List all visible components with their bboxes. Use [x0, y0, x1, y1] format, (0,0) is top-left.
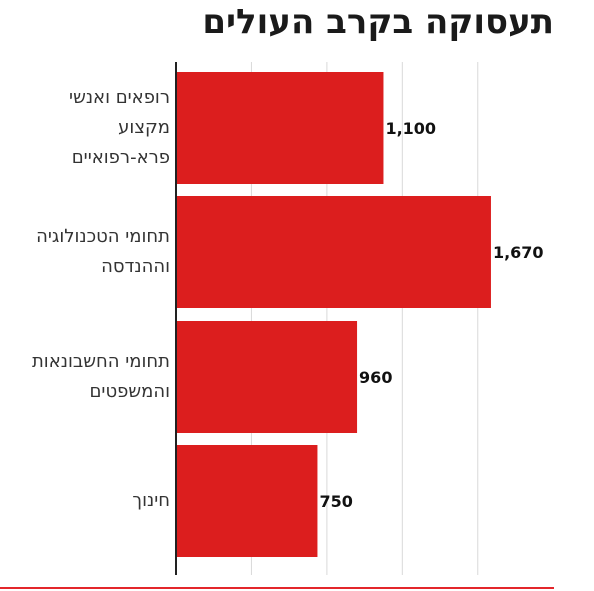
category-label: תחומי הטכנולוגיה וההנדסה [0, 222, 170, 282]
data-label: 1,670 [493, 243, 544, 262]
data-label: 960 [359, 368, 392, 387]
data-label: 750 [319, 492, 352, 511]
bar [176, 72, 384, 184]
category-label-line: תחומי הטכנולוגיה [36, 226, 170, 247]
category-label-line: וההנדסה [101, 256, 170, 277]
chart-title: תעסוקה בקרב העולים [202, 2, 554, 42]
category-label-line: והמשפטים [89, 381, 170, 402]
category-label-line: פרא-רפואיים [71, 147, 170, 168]
bar [176, 196, 491, 308]
bar [176, 445, 318, 557]
category-label-line: רופאים ואנשי [69, 87, 170, 108]
category-label-line: מקצוע [118, 117, 170, 138]
bar [176, 321, 358, 433]
data-label: 1,100 [385, 119, 436, 138]
category-label: חינוך [0, 486, 170, 516]
category-label-line: חינוך [132, 490, 170, 511]
category-label-line: תחומי החשבונאות [31, 351, 170, 372]
category-label: רופאים ואנשי מקצוע פרא-רפואיים [0, 83, 170, 173]
footer-rule [0, 587, 554, 589]
category-label: תחומי החשבונאות והמשפטים [0, 347, 170, 407]
